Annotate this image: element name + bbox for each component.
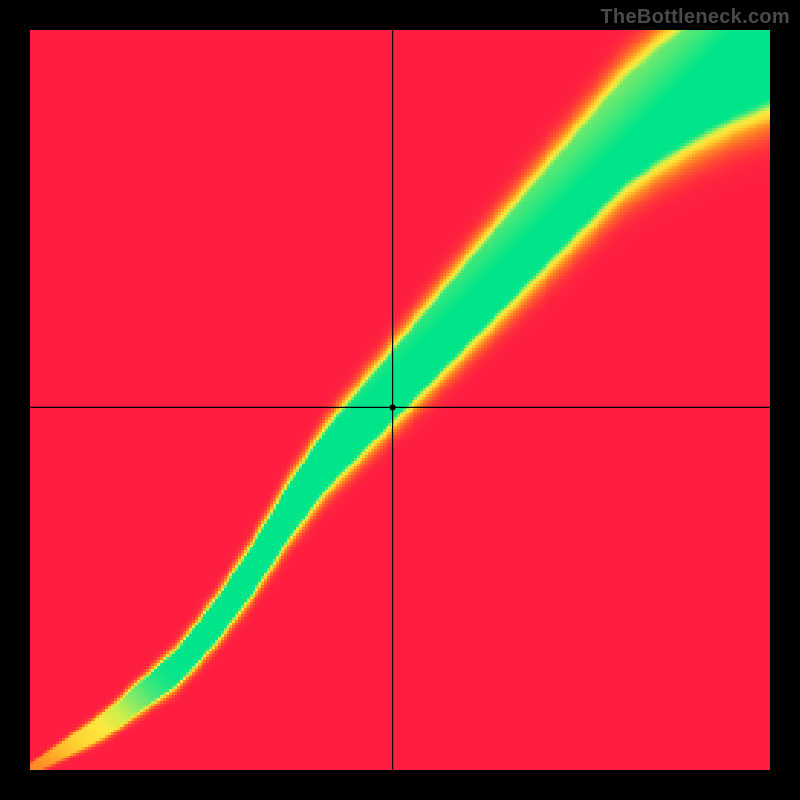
chart-container: TheBottleneck.com bbox=[0, 0, 800, 800]
bottleneck-heatmap-canvas bbox=[0, 0, 800, 800]
